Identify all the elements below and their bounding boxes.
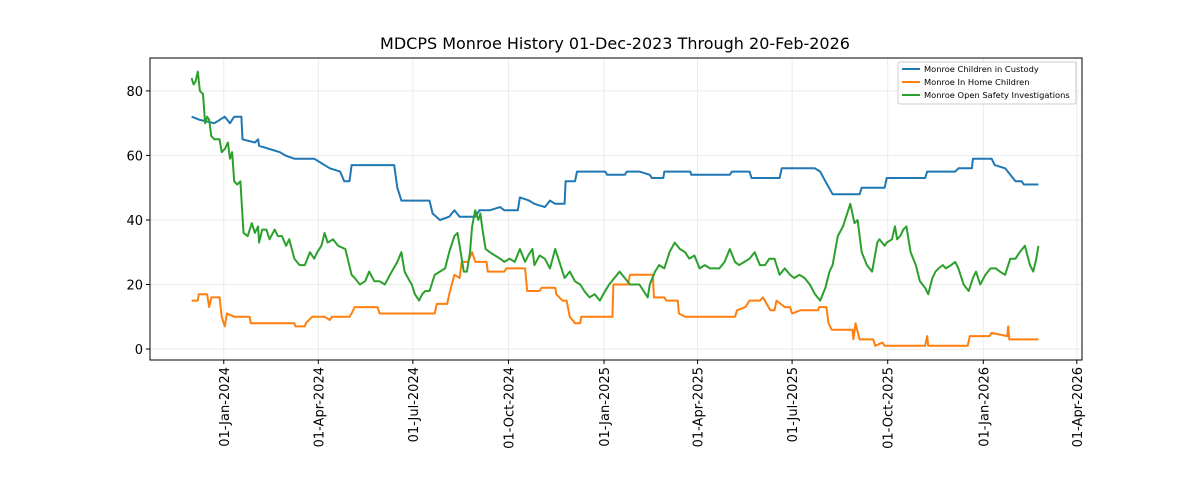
x-tick-label: 01-Jan-2024 bbox=[218, 367, 233, 447]
series-line-2 bbox=[191, 251, 1039, 347]
plot-frame bbox=[149, 57, 1083, 361]
x-tick-label: 01-Apr-2026 bbox=[1071, 367, 1086, 447]
series-line-3 bbox=[190, 70, 1040, 302]
legend-box bbox=[897, 61, 1077, 105]
series-line-1 bbox=[191, 115, 1039, 221]
x-tick-label: 01-Jan-2026 bbox=[977, 367, 992, 447]
y-tick-label: 0 bbox=[135, 343, 143, 358]
y-tick-label: 80 bbox=[126, 85, 143, 100]
legend-label: Monroe Open Safety Investigations bbox=[924, 90, 1070, 100]
grid bbox=[150, 58, 1082, 360]
legend-label: Monroe Children in Custody bbox=[924, 64, 1039, 74]
x-axis: 01-Jan-2024 01-Apr-2024 01-Jul-2024 01-Oct-… bbox=[218, 360, 1086, 449]
x-tick-label: 01-Jul-2024 bbox=[407, 367, 422, 442]
x-tick-label: 01-Jul-2025 bbox=[786, 367, 801, 442]
series-lines bbox=[190, 70, 1040, 347]
x-tick-label: 01-Oct-2024 bbox=[502, 367, 517, 449]
y-tick-label: 40 bbox=[126, 214, 143, 229]
legend: Monroe Children in Custody Monroe In Home… bbox=[897, 61, 1077, 105]
legend-label: Monroe In Home Children bbox=[924, 77, 1030, 87]
x-tick-label: 01-Oct-2025 bbox=[882, 367, 897, 449]
chart-title: MDCPS Monroe History 01-Dec-2023 Through… bbox=[380, 34, 850, 53]
y-tick-label: 60 bbox=[126, 149, 143, 164]
y-tick-label: 20 bbox=[126, 279, 143, 294]
x-tick-label: 01-Apr-2025 bbox=[692, 367, 707, 447]
y-axis: 0 20 40 60 80 bbox=[126, 85, 150, 358]
x-tick-label: 01-Apr-2024 bbox=[312, 367, 327, 447]
x-tick-label: 01-Jan-2025 bbox=[598, 367, 613, 447]
